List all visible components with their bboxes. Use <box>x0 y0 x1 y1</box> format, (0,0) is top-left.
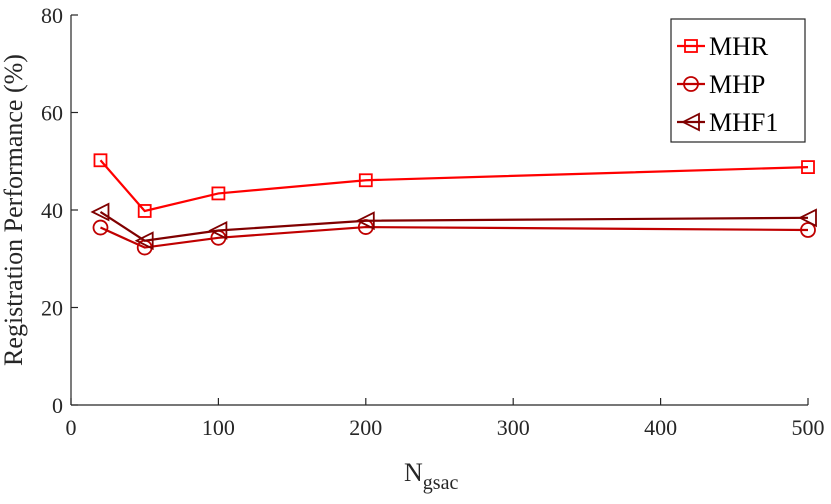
y-tick-label: 60 <box>41 101 63 126</box>
legend-marker-mhp <box>683 76 699 92</box>
data-point-mhf1 <box>208 221 228 240</box>
tick-labels: 0 100 200 300 400 500 0 20 40 60 80 <box>41 3 825 440</box>
data-point-mhr <box>358 173 373 188</box>
x-axis-label: Ngsac <box>404 458 458 494</box>
data-point-mhf1 <box>134 231 154 251</box>
y-axis-label: Registration Performance (%) <box>0 54 28 366</box>
series-layer <box>90 153 817 256</box>
series-mhf1 <box>90 202 817 251</box>
legend-label-mhr: MHR <box>709 32 769 61</box>
series-line-mhp <box>100 225 809 249</box>
series-line-mhr <box>99 159 809 213</box>
y-axis-title: Registration Performance (%) <box>0 54 28 366</box>
x-tick-label: 200 <box>349 415 382 440</box>
legend-item-mhr: MHR <box>677 32 769 61</box>
axes <box>70 14 809 406</box>
data-point-mhp <box>800 222 816 238</box>
x-tick-label: 0 <box>66 415 77 440</box>
y-tick-label: 40 <box>41 198 63 223</box>
legend-item-mhf1: MHF1 <box>677 108 778 137</box>
x-axis-label-main: N <box>404 458 423 487</box>
data-point-mhp <box>92 219 109 236</box>
series-mhr <box>93 153 815 218</box>
data-point-mhf1 <box>355 211 375 231</box>
x-tick-label: 100 <box>202 415 235 440</box>
legend: MHR MHP MHF1 <box>670 18 806 143</box>
y-tick-label: 80 <box>41 3 63 28</box>
series-line-mhf1 <box>99 211 809 242</box>
data-point-mhf1 <box>90 202 110 222</box>
x-tick-label: 400 <box>644 415 677 440</box>
data-point-mhr <box>137 204 152 218</box>
data-point-mhr <box>211 186 226 201</box>
legend-label-mhf1: MHF1 <box>709 108 778 137</box>
legend-label-mhp: MHP <box>709 70 765 99</box>
data-point-mhr <box>801 160 815 175</box>
series-mhp <box>92 219 816 256</box>
x-tick-label: 500 <box>792 415 825 440</box>
legend-marker-mhf1 <box>680 112 700 132</box>
legend-marker-mhr <box>684 39 698 53</box>
data-point-mhf1 <box>797 208 817 228</box>
y-tick-label: 20 <box>41 296 63 321</box>
x-tick-label: 300 <box>497 415 530 440</box>
x-axis-label-subscript: gsac <box>423 472 459 494</box>
y-tick-label: 0 <box>52 393 63 418</box>
legend-item-mhp: MHP <box>677 70 765 99</box>
data-point-mhr <box>93 153 108 168</box>
